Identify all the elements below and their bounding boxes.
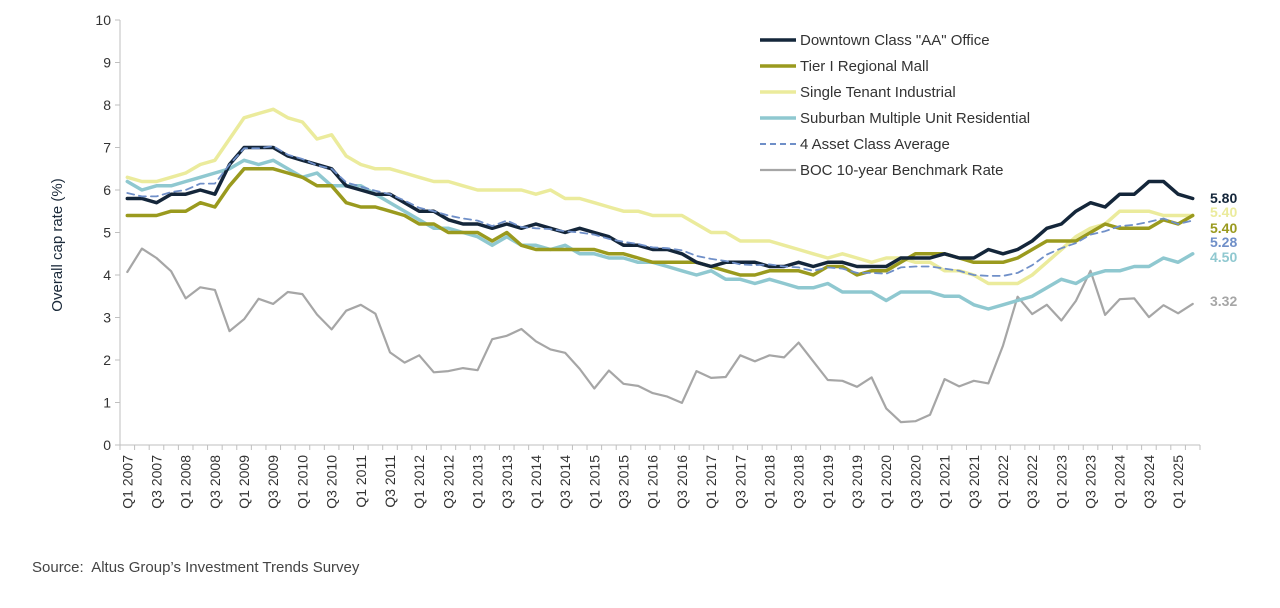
series-line-1 [125,167,1195,277]
x-tick-label: Q1 2020 [878,455,894,509]
x-tick-label: Q1 2008 [178,455,194,509]
x-tick-label: Q1 2018 [761,455,777,509]
x-tick-label: Q3 2009 [265,455,281,509]
x-tick-label: Q1 2007 [119,455,135,509]
end-label-0: 5.80 [1210,190,1237,206]
legend: Downtown Class "AA" Office Tier I Regiona… [760,32,1030,179]
x-tick-label: Q3 2010 [324,455,340,509]
y-tick-label: 7 [103,140,111,156]
plot-series [125,107,1195,424]
legend-label-2: Single Tenant Industrial [800,84,956,101]
y-axis-label: Overall cap rate (%) [49,178,66,311]
source-note: Source: Altus Group’s Investment Trends … [32,559,360,576]
x-tick-label: Q3 2007 [148,455,164,509]
legend-label-3: Suburban Multiple Unit Residential [800,110,1030,127]
x-tick-label: Q1 2014 [528,455,544,509]
x-tick-label: Q1 2025 [1170,455,1186,509]
x-tick-label: Q3 2022 [1024,455,1040,509]
y-tick-label: 2 [103,352,111,368]
x-tick-label: Q1 2022 [995,455,1011,509]
y-tick-label: 1 [103,395,111,411]
series-line-5 [126,247,1194,424]
x-tick-label: Q1 2012 [411,455,427,509]
end-label-2: 5.40 [1210,204,1237,220]
x-tick-label: Q3 2020 [907,455,923,509]
x-tick-label: Q1 2017 [703,455,719,509]
x-tick-label: Q3 2016 [674,455,690,509]
x-tick-label: Q3 2024 [1141,455,1157,509]
y-axis: 0 1 2 3 4 5 6 7 8 9 10 [95,12,121,453]
x-tick-label: Q1 2013 [470,455,486,509]
x-tick-label: Q1 2019 [820,455,836,509]
legend-label-1: Tier I Regional Mall [800,58,929,75]
x-tick-label: Q3 2015 [616,455,632,509]
x-tick-label: Q3 2011 [382,455,398,508]
x-tick-label: Q3 2008 [207,455,223,509]
x-tick-label: Q1 2021 [937,455,953,509]
x-tick-label: Q3 2018 [791,455,807,509]
x-tick-label: Q1 2024 [1112,455,1128,509]
legend-label-4: 4 Asset Class Average [800,136,950,153]
legend-label-5: BOC 10-year Benchmark Rate [800,162,1003,179]
end-label-1: 5.40 [1210,220,1237,236]
y-tick-label: 6 [103,182,111,198]
series-line-2 [125,107,1195,286]
x-tick-label: Q1 2009 [236,455,252,509]
x-tick-label: Q3 2014 [557,455,573,509]
x-tick-label: Q3 2012 [440,455,456,509]
y-tick-label: 10 [95,12,111,28]
legend-label-0: Downtown Class "AA" Office [800,32,990,49]
x-tick-label: Q3 2021 [966,455,982,509]
y-tick-label: 8 [103,97,111,113]
end-labels: 5.805.405.405.284.503.32 [1210,190,1237,309]
x-tick-label: Q3 2019 [849,455,865,509]
x-tick-label: Q1 2016 [645,455,661,509]
end-label-4: 5.28 [1210,234,1237,250]
x-tick-label: Q1 2015 [586,455,602,509]
x-tick-label: Q1 2023 [1053,455,1069,509]
x-tick-label: Q3 2017 [732,455,748,509]
x-tick-label: Q1 2011 [353,455,369,508]
end-label-5: 3.32 [1210,293,1237,309]
end-label-3: 4.50 [1210,249,1237,265]
y-tick-label: 3 [103,310,111,326]
series-line-0 [125,145,1195,269]
y-tick-label: 0 [103,437,111,453]
y-tick-label: 9 [103,55,111,71]
x-axis: Q1 2007 Q3 2007 Q1 2008 Q3 2008 Q1 2009 Q3 20… [119,444,1201,509]
x-tick-label: Q3 2013 [499,455,515,509]
y-tick-label: 4 [103,267,111,283]
x-tick-label: Q1 2010 [294,455,310,509]
series-line-3 [125,158,1195,311]
y-tick-label: 5 [103,225,111,241]
x-tick-label: Q3 2023 [1083,455,1099,509]
series-line-4 [126,145,1194,277]
